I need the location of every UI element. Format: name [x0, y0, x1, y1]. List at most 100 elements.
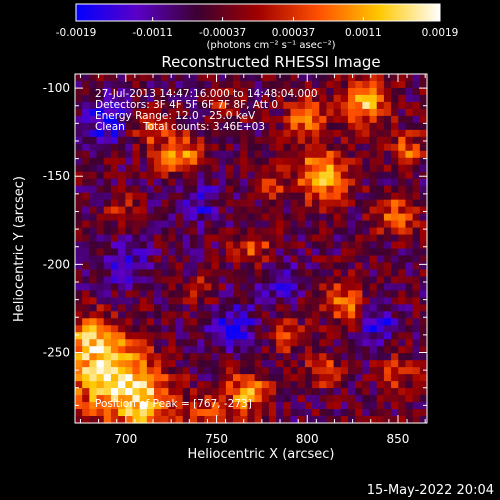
heatmap-cell [419, 220, 428, 229]
heatmap-cell [405, 80, 414, 89]
heatmap-cell [233, 213, 241, 222]
heatmap-cell [132, 374, 141, 382]
heatmap-cell [362, 283, 371, 291]
heatmap-cell [118, 395, 126, 403]
heatmap-cell [132, 416, 141, 424]
heatmap-cell [154, 283, 162, 291]
heatmap-cell [419, 94, 428, 103]
heatmap-cell [297, 283, 306, 291]
heatmap-cell [154, 234, 162, 243]
heatmap-cell [89, 213, 98, 222]
heatmap-cell [247, 164, 256, 173]
heatmap-cell [139, 248, 148, 257]
heatmap-cell [261, 255, 270, 264]
heatmap-cell [139, 108, 148, 117]
heatmap-cell [247, 80, 256, 89]
heatmap-cell [347, 220, 356, 229]
heatmap-cell [82, 381, 90, 389]
heatmap-cell [254, 74, 263, 82]
heatmap-cell [333, 346, 342, 354]
heatmap-cell [290, 360, 299, 368]
heatmap-cell [391, 269, 399, 278]
heatmap-cell [412, 157, 421, 166]
heatmap-cell [405, 318, 414, 326]
heatmap-cell [347, 360, 356, 368]
heatmap-cell [290, 290, 299, 298]
heatmap-cell [89, 80, 98, 89]
heatmap-cell [82, 227, 90, 236]
heatmap-cell [132, 290, 141, 298]
heatmap-cell [391, 381, 399, 389]
heatmap-cell [161, 318, 169, 326]
heatmap-cell [146, 255, 155, 264]
heatmap-cell [362, 262, 371, 271]
heatmap-cell [89, 416, 98, 424]
heatmap-cell [405, 311, 414, 319]
heatmap-cell [419, 297, 428, 305]
heatmap-cell [211, 402, 220, 410]
heatmap-cell [168, 276, 177, 284]
heatmap-cell [161, 171, 169, 180]
heatmap-cell [304, 94, 313, 103]
heatmap-cell [197, 164, 205, 173]
heatmap-cell [254, 234, 263, 243]
heatmap-cell [240, 304, 248, 312]
heatmap-cell [96, 171, 105, 180]
heatmap-cell [412, 213, 421, 222]
heatmap-cell [333, 269, 342, 278]
heatmap-cell [312, 241, 320, 250]
heatmap-cell [283, 87, 292, 96]
heatmap-cell [391, 94, 399, 103]
heatmap-cell [240, 206, 248, 215]
heatmap-cell [225, 87, 234, 96]
heatmap-cell [233, 290, 241, 298]
heatmap-cell [419, 346, 428, 354]
heatmap-cell [218, 283, 227, 291]
heatmap-cell [161, 290, 169, 298]
heatmap-cell [276, 255, 284, 264]
heatmap-cell [283, 129, 292, 138]
heatmap-cell [168, 164, 177, 173]
heatmap-cell [75, 171, 83, 180]
heatmap-cell [139, 178, 148, 187]
heatmap-cell [283, 346, 292, 354]
heatmap-cell [75, 241, 83, 250]
heatmap-cell [89, 374, 98, 382]
heatmap-cell [319, 136, 328, 145]
heatmap-cell [132, 402, 141, 410]
heatmap-cell [391, 297, 399, 305]
heatmap-cell [225, 185, 234, 194]
heatmap-cell [110, 360, 119, 368]
heatmap-cell [182, 395, 191, 403]
heatmap-cell [139, 332, 148, 340]
heatmap-cell [304, 304, 313, 312]
heatmap-cell [125, 325, 134, 333]
heatmap-cell [139, 164, 148, 173]
heatmap-cell [405, 269, 414, 278]
heatmap-cell [319, 381, 328, 389]
heatmap-cell [405, 374, 414, 382]
heatmap-cell [247, 234, 256, 243]
heatmap-cell [290, 129, 299, 138]
heatmap-cell [405, 171, 414, 180]
heatmap-cell [347, 157, 356, 166]
heatmap-cell [355, 262, 363, 271]
heatmap-cell [168, 192, 177, 201]
heatmap-cell [398, 283, 407, 291]
heatmap-cell [82, 402, 90, 410]
heatmap-cell [82, 192, 90, 201]
heatmap-cell [240, 143, 248, 152]
heatmap-cell [175, 346, 184, 354]
heatmap-cell [290, 178, 299, 187]
heatmap-cell [312, 199, 320, 208]
heatmap-cell [182, 115, 191, 124]
heatmap-cell [82, 311, 90, 319]
heatmap-cell [326, 80, 335, 89]
heatmap-cell [146, 143, 155, 152]
heatmap-cell [261, 290, 270, 298]
heatmap-cell [326, 248, 335, 257]
heatmap-cell [254, 297, 263, 305]
heatmap-cell [161, 80, 169, 89]
heatmap-cell [319, 402, 328, 410]
heatmap-cell [240, 360, 248, 368]
